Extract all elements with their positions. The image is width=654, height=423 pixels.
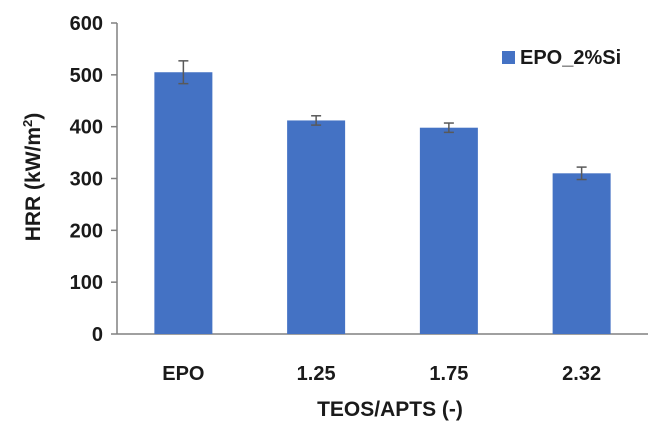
- x-axis-ticks: EPO 1.25 1.75 2.32: [162, 363, 601, 385]
- bar: [552, 173, 611, 334]
- x-tick-label: 2.32: [562, 363, 601, 385]
- y-tick-label: 200: [70, 220, 103, 242]
- error-bar: [311, 115, 322, 126]
- y-tick-label: 0: [92, 324, 103, 346]
- error-bar: [443, 122, 454, 134]
- bar: [419, 127, 478, 334]
- bar: [154, 72, 213, 334]
- x-tick-label: EPO: [162, 363, 204, 385]
- y-tick-label: 300: [70, 169, 103, 191]
- y-axis-title-end: ): [22, 113, 45, 120]
- legend: EPO_2%Si: [502, 47, 621, 69]
- y-tick-label: 400: [70, 117, 103, 139]
- y-axis-title-superscript: 2: [20, 120, 35, 127]
- legend-label: EPO_2%Si: [520, 47, 621, 69]
- bar: [287, 120, 346, 335]
- y-tick-label: 600: [70, 13, 103, 35]
- y-tick-label: 100: [70, 272, 103, 294]
- y-axis-title: HRR (kW/m2): [20, 113, 45, 242]
- plot-area: 0 100 200 300 400 500 600 EPO 1.25 1.75 2.32: [70, 13, 648, 385]
- y-axis-ticks: 0 100 200 300 400 500 600: [70, 13, 117, 346]
- x-axis-title: TEOS/APTS (-): [317, 398, 463, 421]
- y-tick-label: 500: [70, 65, 103, 87]
- x-tick-label: 1.75: [429, 363, 468, 385]
- x-tick-label: 1.25: [297, 363, 336, 385]
- error-bar: [576, 166, 587, 181]
- error-bar: [178, 60, 189, 85]
- y-axis-title-main: HRR (kW/m: [22, 127, 45, 241]
- bars: [154, 60, 611, 335]
- legend-swatch: [502, 51, 515, 64]
